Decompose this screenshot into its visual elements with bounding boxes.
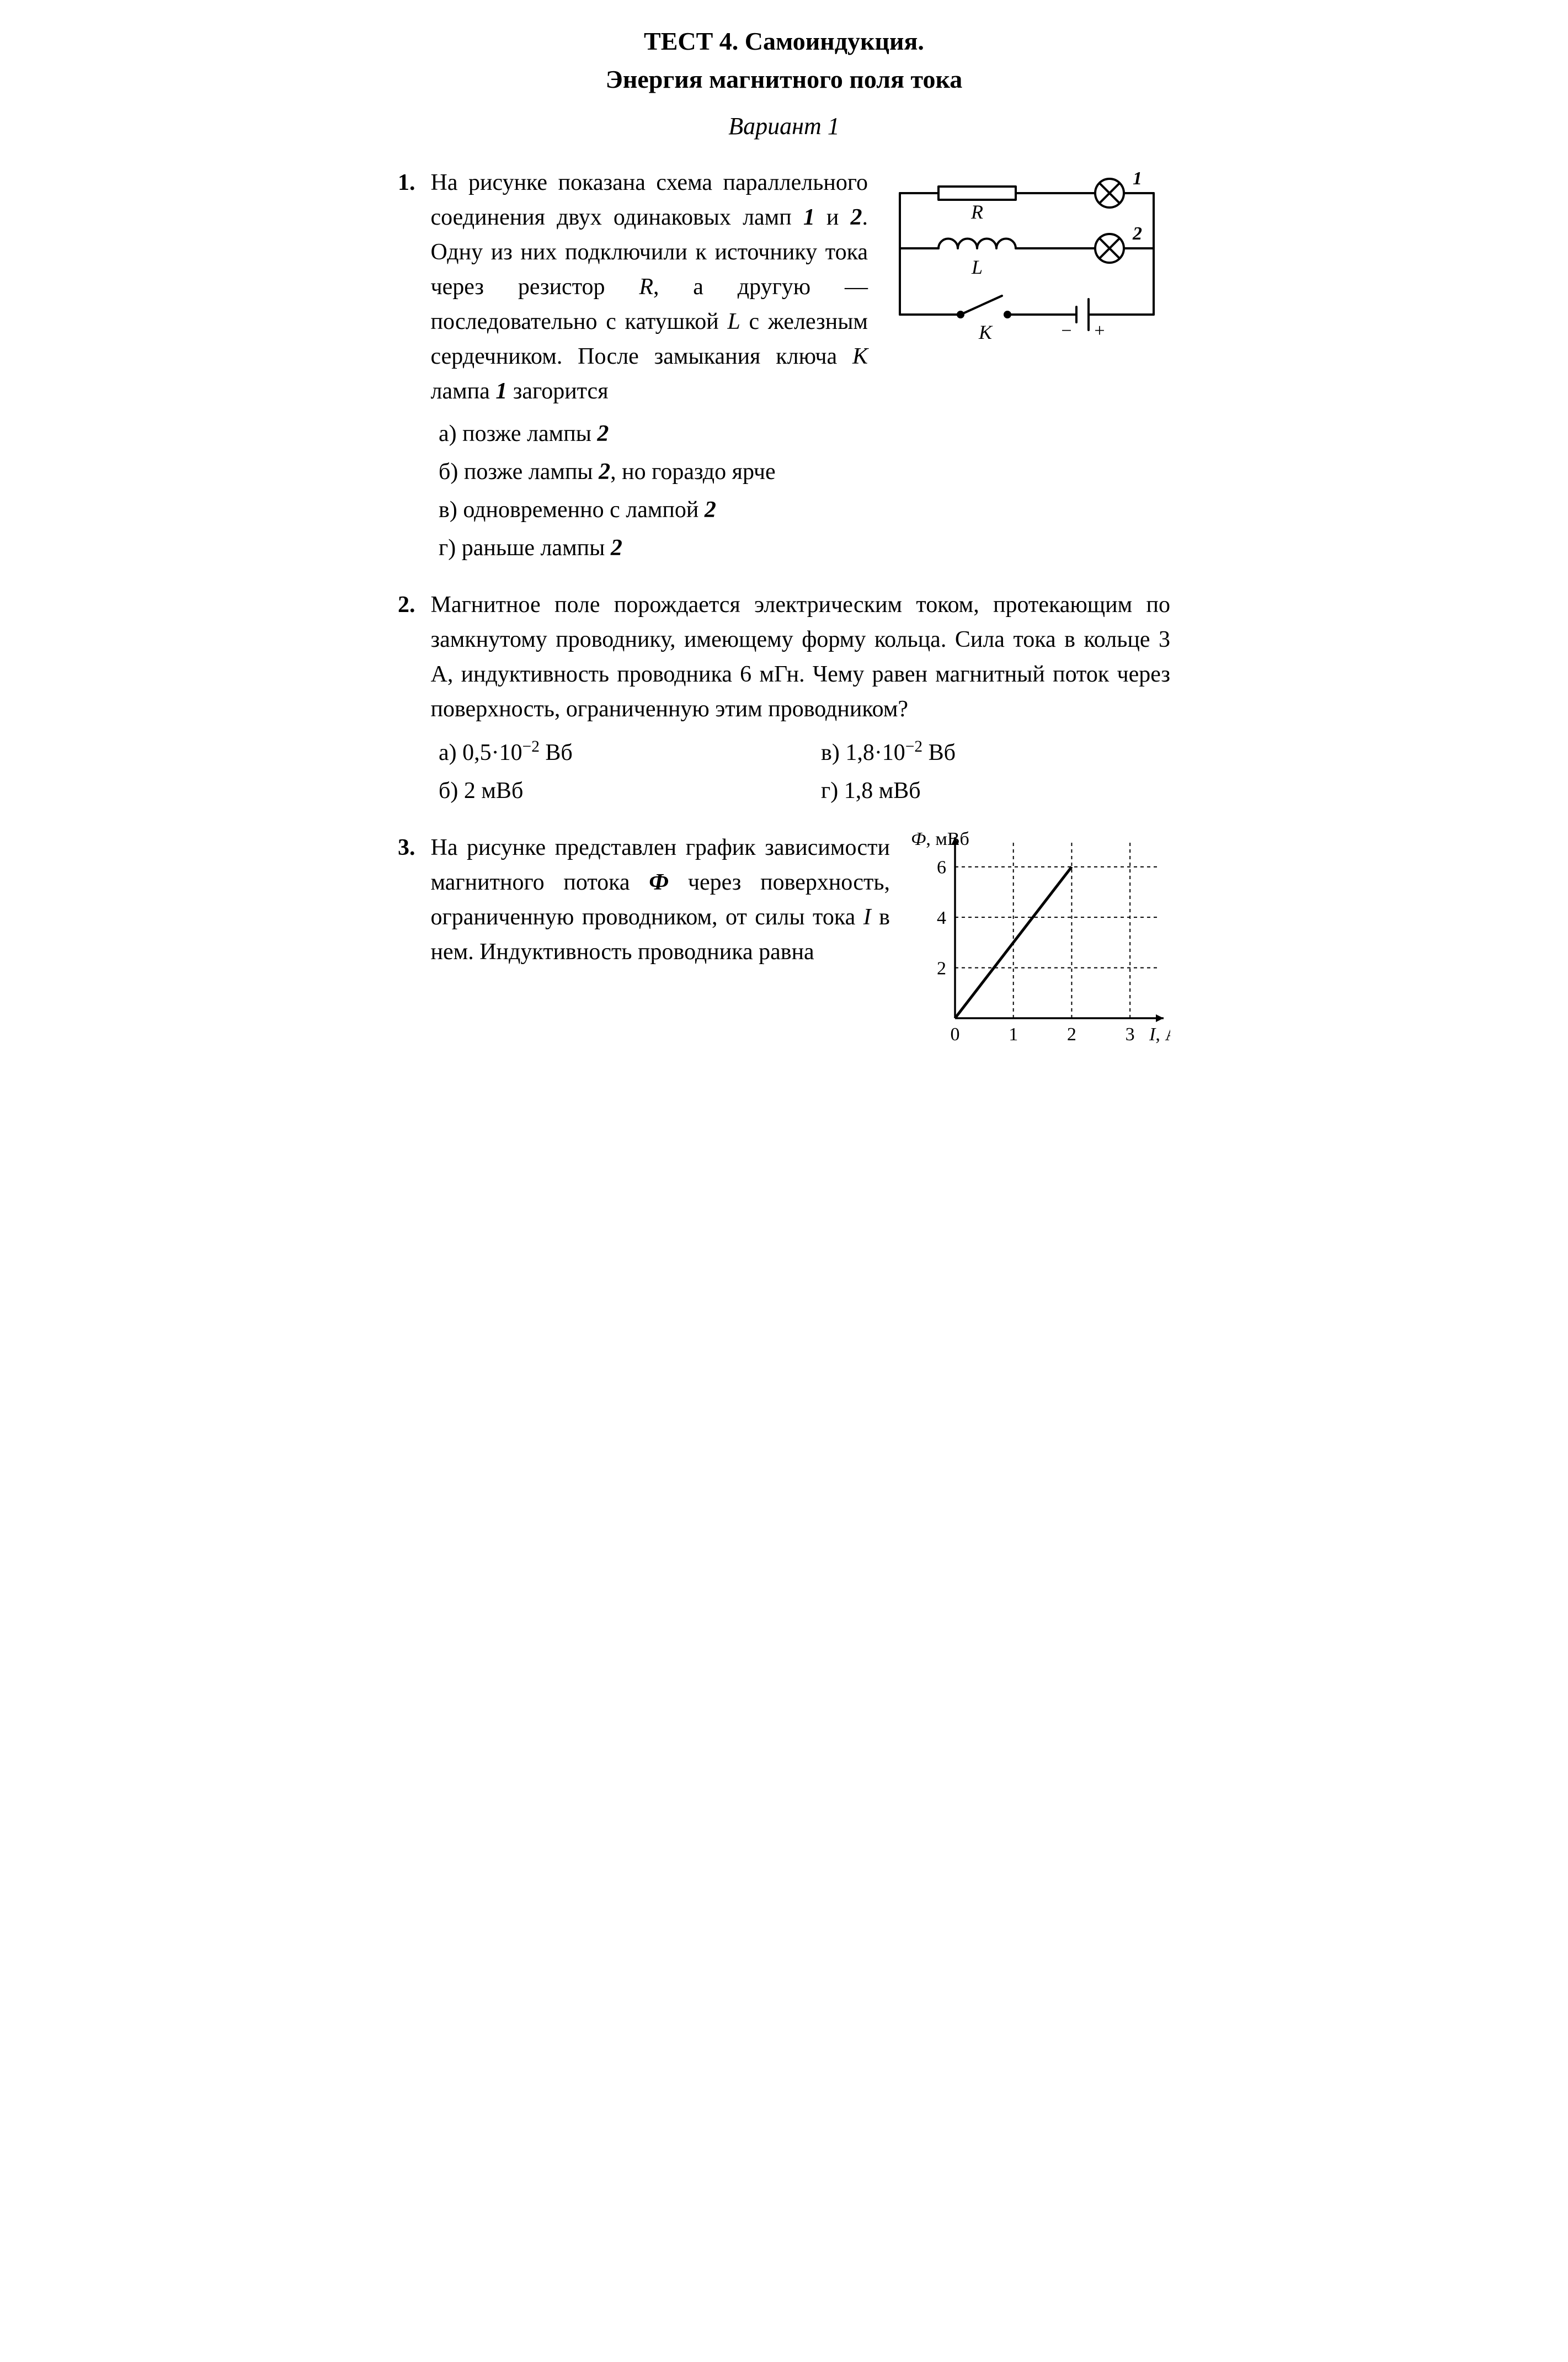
q2-option-b: б) 2 мВб xyxy=(439,774,788,808)
q1-circuit-figure: R L K 1 2 − + xyxy=(883,166,1170,353)
svg-text:3: 3 xyxy=(1126,1024,1135,1045)
svg-text:Ф, мВб: Ф, мВб xyxy=(911,831,969,849)
svg-text:I, А: I, А xyxy=(1149,1024,1170,1045)
flux-current-chart: 0 1 2 3 2 4 6 Ф, мВб I, А xyxy=(905,831,1170,1051)
question-1: 1. RLK12−+ На рисунке показана схема па­… xyxy=(398,166,1170,566)
svg-text:1: 1 xyxy=(1133,168,1142,189)
title-line2: Энергия магнитного поля тока xyxy=(606,65,963,93)
q1-body: RLK12−+ На рисунке показана схема па­рал… xyxy=(431,166,1171,409)
svg-text:4: 4 xyxy=(937,908,946,928)
q2-option-g: г) 1,8 мВб xyxy=(821,774,1170,808)
variant-label: Вариант 1 xyxy=(398,108,1170,145)
svg-text:+: + xyxy=(1094,321,1105,341)
svg-text:R: R xyxy=(970,201,983,223)
q1-option-a: а) позже лампы 2 xyxy=(439,417,1170,451)
q2-options: а) 0,5·10−2 Вб в) 1,8·10−2 Вб б) 2 мВб г… xyxy=(439,735,1170,808)
svg-text:2: 2 xyxy=(1132,224,1142,244)
title-line1: ТЕСТ 4. Самоиндукция. xyxy=(644,27,924,55)
q1-options: а) позже лампы 2 б) позже лампы 2, но го… xyxy=(439,417,1170,566)
svg-text:0: 0 xyxy=(951,1024,960,1045)
svg-text:L: L xyxy=(971,256,983,278)
svg-text:−: − xyxy=(1061,321,1071,341)
q1-number: 1. xyxy=(398,166,415,200)
q3-chart-figure: 0 1 2 3 2 4 6 Ф, мВб I, А xyxy=(905,831,1170,1051)
svg-text:2: 2 xyxy=(937,959,946,979)
q3-number: 3. xyxy=(398,831,415,865)
q2-number: 2. xyxy=(398,588,415,623)
circuit-diagram: R L K 1 2 − + xyxy=(883,166,1170,353)
question-2: 2. Магнитное поле порождается электричес… xyxy=(398,588,1170,808)
q1-option-g: г) раньше лампы 2 xyxy=(439,531,1170,566)
svg-text:2: 2 xyxy=(1067,1024,1076,1045)
svg-text:6: 6 xyxy=(937,858,946,878)
question-3: 3. 0123246Ф, мВбI, А На рисунке представ… xyxy=(398,831,1170,1057)
q2-text: Магнитное поле порождается электрическим… xyxy=(431,588,1171,727)
svg-text:K: K xyxy=(978,321,993,343)
svg-text:1: 1 xyxy=(1009,1024,1018,1045)
q2-option-a: а) 0,5·10−2 Вб xyxy=(439,735,788,770)
test-title: ТЕСТ 4. Самоиндукция. Энергия магнитного… xyxy=(398,22,1170,98)
q2-option-v: в) 1,8·10−2 Вб xyxy=(821,735,1170,770)
q3-body: 0123246Ф, мВбI, А На рисунке представлен… xyxy=(431,831,1171,1057)
q1-option-b: б) позже лампы 2, но гораздо ярче xyxy=(439,455,1170,490)
q1-option-v: в) одновременно с лампой 2 xyxy=(439,493,1170,528)
